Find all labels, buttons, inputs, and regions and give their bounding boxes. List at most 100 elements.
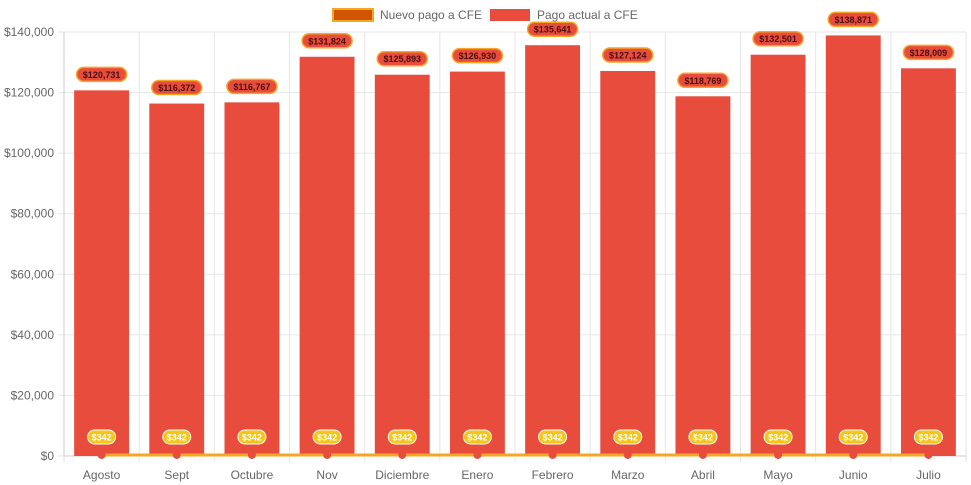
line-label-pill: [387, 429, 417, 445]
bar-label-pill: [752, 30, 804, 47]
y-tick-label: $140,000: [4, 25, 54, 39]
bar-data-label: $128,009: [902, 44, 955, 61]
line-label-pill: [462, 429, 492, 445]
line-point[interactable]: [398, 450, 407, 459]
legend-swatch-bar: [490, 9, 530, 21]
line-point[interactable]: [924, 450, 933, 459]
line-label-text: $342: [242, 432, 262, 442]
line-data-label: $342: [913, 429, 943, 445]
bar-label-pill: [526, 21, 579, 37]
bar[interactable]: [600, 70, 656, 457]
line-point[interactable]: [623, 450, 632, 459]
bar-label-pill: [602, 47, 654, 63]
line-data-label: $342: [237, 429, 267, 445]
bar-label-pill: [902, 44, 955, 61]
bar-label-text: $126,930: [459, 51, 497, 61]
bar[interactable]: [825, 35, 881, 457]
bar[interactable]: [900, 68, 956, 456]
bar-label-text: $138,871: [834, 15, 872, 25]
bar-label-pill: [301, 33, 353, 49]
y-tick-label: $20,000: [11, 388, 55, 402]
bar-label-text: $125,893: [383, 54, 421, 64]
bar-label-pill: [75, 66, 128, 83]
line-point[interactable]: [774, 450, 783, 459]
bar-label-text: $127,124: [609, 50, 647, 60]
line-point[interactable]: [548, 450, 557, 459]
line-label-text: $342: [618, 432, 638, 442]
bar-label-text: $116,767: [233, 82, 270, 92]
line-data-label: $342: [87, 429, 117, 445]
line-point[interactable]: [172, 450, 181, 459]
bar-label-text: $135,641: [534, 25, 572, 35]
bar-label-text: $116,372: [158, 83, 195, 93]
bar-label-pill: [677, 72, 729, 89]
line-label-pill: [913, 429, 943, 445]
x-tick-label: Diciembre: [375, 468, 429, 482]
bar[interactable]: [374, 74, 430, 456]
line-data-label: $342: [613, 429, 643, 445]
x-tick-label: Agosto: [83, 468, 121, 482]
line-label-pill: [538, 429, 568, 445]
bar[interactable]: [449, 71, 505, 456]
bar[interactable]: [525, 45, 581, 457]
y-tick-label: $0: [41, 449, 55, 463]
line-point[interactable]: [698, 450, 707, 459]
bar-data-label: $131,824: [301, 33, 353, 49]
y-tick-label: $40,000: [11, 328, 55, 342]
bar-data-label: $127,124: [602, 47, 654, 63]
line-label-pill: [312, 429, 342, 445]
line-point[interactable]: [473, 450, 482, 459]
bar-data-label: $116,372: [151, 79, 203, 96]
line-point[interactable]: [247, 450, 256, 459]
line-data-label: $342: [462, 429, 492, 445]
x-tick-label: Marzo: [611, 468, 645, 482]
bar-data-label: $120,731: [75, 66, 128, 83]
line-label-text: $342: [392, 432, 412, 442]
line-point[interactable]: [849, 450, 858, 459]
bar[interactable]: [299, 56, 355, 457]
x-tick-label: Junio: [839, 468, 868, 482]
bar-label-text: $118,769: [684, 76, 721, 86]
bar-data-label: $135,641: [526, 21, 579, 37]
bar[interactable]: [224, 102, 280, 457]
line-label-pill: [87, 429, 117, 445]
line-label-text: $342: [918, 432, 938, 442]
line-data-label: $342: [162, 429, 192, 445]
bar-data-label: $138,871: [827, 11, 879, 28]
line-point[interactable]: [323, 450, 332, 459]
line-label-text: $342: [543, 432, 563, 442]
bar-data-label: $118,769: [677, 72, 729, 89]
x-tick-label: Enero: [461, 468, 493, 482]
bar[interactable]: [74, 90, 130, 456]
y-tick-label: $60,000: [11, 267, 55, 281]
x-tick-label: Febrero: [532, 468, 574, 482]
x-tick-label: Nov: [316, 468, 337, 482]
x-tick-label: Abril: [691, 468, 715, 482]
y-tick-label: $80,000: [11, 207, 55, 221]
x-tick-label: Sept: [164, 468, 189, 482]
bar-label-pill: [451, 47, 504, 64]
line-label-pill: [613, 429, 643, 445]
line-label-pill: [688, 429, 718, 445]
line-point[interactable]: [97, 450, 106, 459]
legend[interactable]: Nuevo pago a CFE Pago actual a CFE: [332, 8, 638, 22]
bar[interactable]: [149, 103, 205, 456]
bar-label-text: $132,501: [759, 34, 797, 44]
bar[interactable]: [675, 96, 731, 457]
line-data-label: $342: [387, 429, 417, 445]
bar-label-text: $128,009: [910, 48, 948, 58]
line-label-pill: [237, 429, 267, 445]
bar[interactable]: [750, 54, 806, 457]
line-data-label: $342: [538, 429, 568, 445]
legend-item-pago-actual[interactable]: Pago actual a CFE: [490, 8, 638, 22]
line-data-label: $342: [688, 429, 718, 445]
line-label-text: $342: [843, 432, 863, 442]
bar-label-pill: [827, 11, 879, 28]
bar-label-text: $120,731: [83, 70, 121, 80]
legend-item-nuevo-pago[interactable]: Nuevo pago a CFE: [332, 8, 482, 22]
line-label-text: $342: [317, 432, 337, 442]
x-tick-label: Mayo: [763, 468, 793, 482]
grid-lines: [58, 31, 967, 462]
bar-data-label: $132,501: [752, 30, 804, 47]
